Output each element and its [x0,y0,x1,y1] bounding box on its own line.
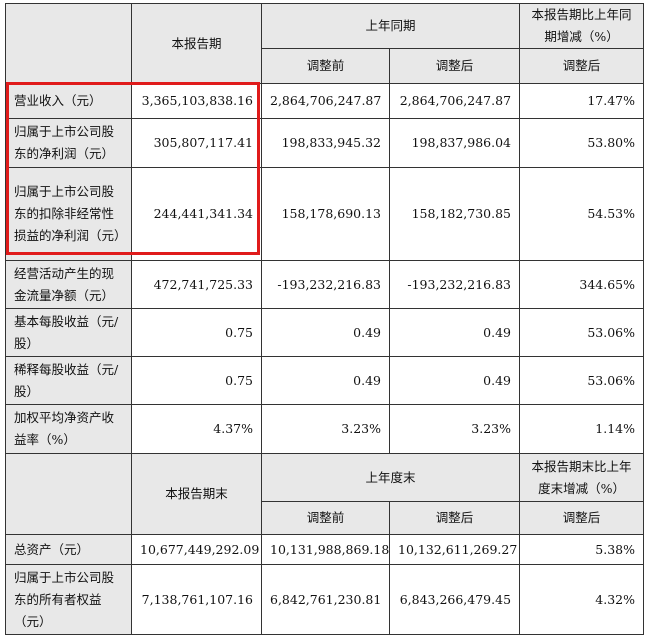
table-row: 基本每股收益（元/股） 0.75 0.49 0.49 53.06% [5,308,645,357]
cell-current: 10,677,449,292.09 [131,534,262,565]
cell-after: 6,843,266,479.45 [388,564,521,635]
cell-current: 3,365,103,838.16 [131,83,262,119]
table-row: 经营活动产生的现金流量净额（元） 472,741,725.33 -193,232… [5,260,645,309]
cell-change: 54.53% [519,167,645,261]
table-row: 加权平均净资产收益率（%） 4.37% 3.23% 3.23% 1.14% [5,404,645,454]
cell-change: 53.80% [519,118,645,168]
row-label: 基本每股收益（元/股） [5,308,132,357]
cell-before: -193,232,216.83 [261,260,390,309]
cell-current: 0.75 [131,356,262,405]
header-before-adjustment: 调整前 [261,501,390,535]
cell-before: 0.49 [261,356,390,405]
cell-after: 2,864,706,247.87 [388,83,521,119]
cell-current: 0.75 [131,308,262,357]
table-row: 总资产（元） 10,677,449,292.09 10,131,988,869.… [5,534,645,565]
financial-table: 本报告期 上年同期 本报告期比上年同期增减（%） 调整前 调整后 调整后 营业收… [5,3,645,635]
header-prior-year-end: 上年度末 [260,453,521,502]
table-row: 营业收入（元） 3,365,103,838.16 2,864,706,247.8… [5,83,645,119]
header-blank [5,3,132,84]
row-label: 归属于上市公司股东的净利润（元） [5,118,132,168]
header-change-after-adjustment: 调整后 [519,501,645,535]
header-period-end: 本报告期末 [131,453,262,535]
table-row: 稀释每股收益（元/股） 0.75 0.49 0.49 53.06% [5,356,645,405]
cell-current: 7,138,761,107.16 [131,564,262,635]
header-after-adjustment: 调整后 [388,501,521,535]
cell-change: 344.65% [519,260,645,309]
header-change: 本报告期末比上年度末增减（%） [519,453,645,502]
row-label: 总资产（元） [5,534,132,565]
header-change-after-adjustment: 调整后 [519,48,645,84]
cell-after: -193,232,216.83 [388,260,521,309]
cell-before: 0.49 [261,308,390,357]
cell-before: 2,864,706,247.87 [261,83,390,119]
cell-current: 4.37% [131,404,262,454]
cell-change: 53.06% [519,308,645,357]
cell-after: 0.49 [388,308,521,357]
header-blank [5,453,132,535]
cell-current: 472,741,725.33 [131,260,262,309]
cell-after: 0.49 [388,356,521,405]
cell-after: 198,837,986.04 [388,118,521,168]
header-change: 本报告期比上年同期增减（%） [519,3,645,49]
cell-change: 4.32% [519,564,645,635]
cell-after: 158,182,730.85 [388,167,521,261]
table-row: 归属于上市公司股东的净利润（元） 305,807,117.41 198,833,… [5,118,645,168]
cell-change: 17.47% [519,83,645,119]
cell-change: 1.14% [519,404,645,454]
table-row: 归属于上市公司股东的所有者权益（元） 7,138,761,107.16 6,84… [5,564,645,635]
row-label: 营业收入（元） [5,83,132,119]
cell-after: 3.23% [388,404,521,454]
header-after-adjustment: 调整后 [388,48,521,84]
header-prior-period: 上年同期 [260,3,521,49]
table-row: 归属于上市公司股东的扣除非经常性损益的净利润（元） 244,441,341.34… [5,167,645,261]
row-label: 经营活动产生的现金流量净额（元） [5,260,132,309]
row-label: 加权平均净资产收益率（%） [5,404,132,454]
row-label: 稀释每股收益（元/股） [5,356,132,405]
cell-current: 305,807,117.41 [131,118,262,168]
cell-change: 53.06% [519,356,645,405]
header-current-period: 本报告期 [131,3,262,84]
cell-before: 6,842,761,230.81 [261,564,390,635]
cell-before: 198,833,945.32 [261,118,390,168]
header-before-adjustment: 调整前 [261,48,390,84]
cell-current: 244,441,341.34 [131,167,262,261]
cell-after: 10,132,611,269.27 [388,534,521,565]
cell-before: 3.23% [261,404,390,454]
row-label: 归属于上市公司股东的所有者权益（元） [5,564,132,635]
row-label: 归属于上市公司股东的扣除非经常性损益的净利润（元） [5,167,132,261]
cell-change: 5.38% [519,534,645,565]
cell-before: 158,178,690.13 [261,167,390,261]
cell-before: 10,131,988,869.18 [261,534,390,565]
